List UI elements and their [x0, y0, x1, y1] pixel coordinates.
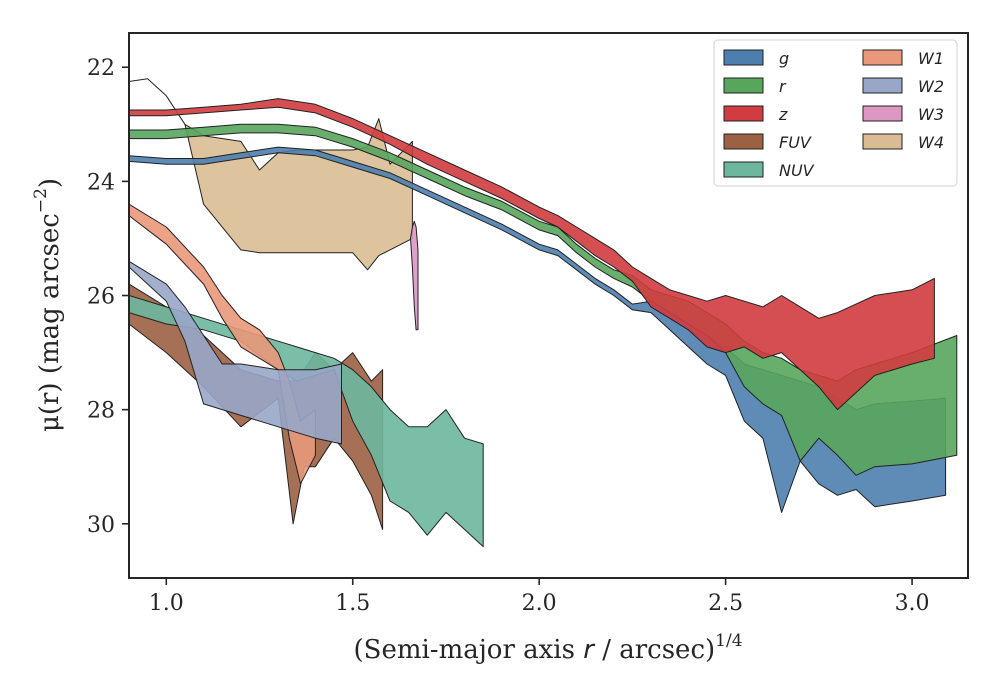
x-tick-label: 1.5	[335, 591, 370, 616]
x-tick-label: 3.0	[895, 591, 930, 616]
series-band-w3	[410, 220, 419, 331]
series-band-r	[129, 123, 958, 476]
x-tick-label: 2.0	[522, 591, 557, 616]
series-band-z	[129, 98, 935, 411]
y-axis-label-sup: −2	[31, 188, 51, 213]
x-axis-label-sup: 1/4	[715, 631, 742, 651]
legend-label-nuv: NUV	[779, 161, 815, 180]
legend-label-g: g	[779, 49, 789, 68]
series-band-w1	[129, 203, 316, 485]
legend-label-w3: W3	[918, 105, 944, 124]
y-axis-label: μ(r) (mag arcsec−2)	[31, 178, 65, 432]
legend-swatch-z	[723, 105, 764, 122]
legend-label-w2: W2	[918, 77, 944, 96]
legend-swatch-nuv	[723, 161, 764, 178]
legend-swatch-g	[723, 49, 764, 66]
y-tick-label: 26	[87, 285, 115, 310]
legend-swatch-w2	[862, 77, 903, 94]
ticks-layer: 1.0 1.5 2.0 2.5 3.0 22 24 26 28 30	[87, 56, 930, 616]
legend-label-fuv: FUV	[779, 133, 812, 152]
series-band-g	[129, 146, 947, 513]
y-tick-label: 28	[87, 399, 115, 424]
legend-label-r: r	[779, 77, 787, 96]
x-axis-label-var: r	[583, 635, 596, 665]
legend-label-w4: W4	[918, 133, 944, 152]
legend-label-w1: W1	[918, 49, 944, 68]
x-axis-label-main: (Semi-major axis	[353, 635, 583, 665]
legend-swatch-w4	[862, 133, 903, 150]
y-axis-label-close: )	[35, 178, 65, 188]
legend: grz FUV NUV W1 W2 W3 W4	[713, 39, 958, 187]
legend-swatch-w3	[862, 105, 903, 122]
x-axis-label: (Semi-major axis r / arcsec)1/4	[353, 631, 742, 665]
series-band-w2	[129, 260, 342, 445]
y-tick-label: 22	[87, 56, 115, 81]
y-tick-label: 24	[87, 170, 115, 195]
legend-swatch-r	[723, 77, 764, 94]
plot-frame	[128, 32, 969, 579]
y-tick-label: 30	[87, 513, 115, 538]
y-axis-label-main: μ(r) (mag arcsec	[35, 213, 65, 432]
legend-swatch-fuv	[723, 133, 764, 150]
x-tick-label: 1.0	[149, 591, 184, 616]
legend-swatch-w1	[862, 49, 903, 66]
x-tick-label: 2.5	[708, 591, 743, 616]
series-layer	[129, 78, 958, 548]
legend-label-z: z	[778, 105, 788, 124]
x-axis-label-tail: / arcsec)	[594, 635, 715, 665]
